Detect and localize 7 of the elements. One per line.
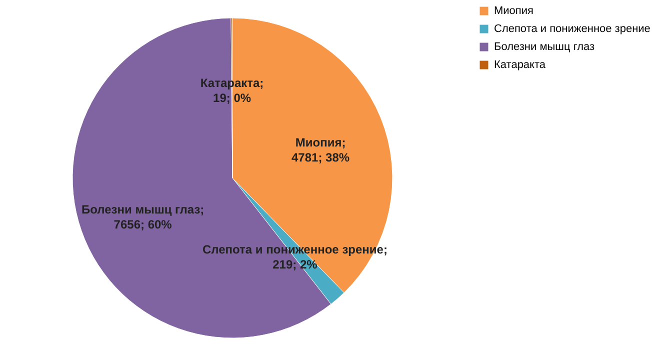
data-label: Катаракта; 19; 0% [200, 76, 264, 105]
legend-label: Болезни мышц глаз [494, 41, 595, 53]
legend-label: Слепота и пониженное зрение [494, 23, 650, 35]
data-label: Болезни мышц глаз; 7656; 60% [81, 202, 204, 232]
legend-label: Миопия [494, 5, 534, 17]
data-label: Миопия; 4781; 38% [291, 135, 350, 164]
legend-label: Катаракта [494, 59, 546, 71]
